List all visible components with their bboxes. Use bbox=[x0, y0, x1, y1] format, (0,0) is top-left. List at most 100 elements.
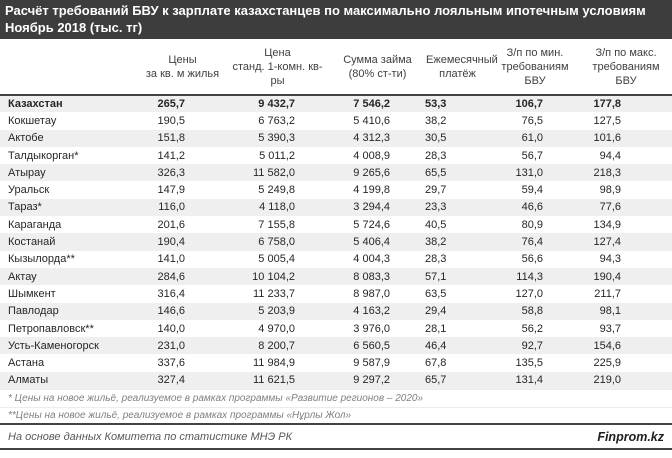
value-cell: 9 265,6 bbox=[353, 166, 390, 179]
value-cell: 11 621,5 bbox=[252, 374, 295, 387]
region-cell: Шымкент bbox=[8, 287, 56, 300]
value-cell: 5 005,4 bbox=[258, 253, 295, 266]
value-cell: 92,7 bbox=[521, 339, 543, 352]
table-row: Тараз* 116,0 4 118,0 3 294,4 23,3 46,6 77,6 bbox=[0, 198, 672, 217]
table-row: Талдыкорган* 141,2 5 011,2 4 008,9 28,3 56,7 9… bbox=[0, 147, 672, 164]
value-cell: 211,7 bbox=[594, 287, 621, 300]
value-cell: 56,2 bbox=[521, 322, 543, 335]
value-cell: 38,2 bbox=[425, 114, 447, 127]
column-header-4: Ежемесячный платёж bbox=[425, 39, 498, 96]
value-cell: 98,9 bbox=[599, 184, 621, 197]
value-cell: 326,3 bbox=[157, 166, 185, 179]
column-header-region bbox=[0, 39, 140, 96]
table-row: Казахстан 265,7 9 432,7 7 546,2 53,3 106,7 177… bbox=[0, 95, 672, 113]
value-cell: 5 203,9 bbox=[258, 305, 295, 318]
region-cell: Казахстан bbox=[8, 98, 63, 111]
region-cell: Актау bbox=[8, 270, 37, 283]
table-row: Кызылорда** 141,0 5 005,4 4 004,3 28,3 56,6 94… bbox=[0, 251, 672, 268]
value-cell: 61,0 bbox=[521, 132, 543, 145]
value-cell: 284,6 bbox=[157, 270, 185, 283]
value-cell: 218,3 bbox=[593, 166, 621, 179]
value-cell: 131,4 bbox=[515, 374, 543, 387]
value-cell: 38,2 bbox=[425, 236, 447, 249]
value-cell: 6 560,5 bbox=[353, 339, 390, 352]
value-cell: 65,5 bbox=[425, 166, 447, 179]
value-cell: 3 976,0 bbox=[353, 322, 390, 335]
value-cell: 46,6 bbox=[521, 201, 543, 214]
value-cell: 11 582,0 bbox=[252, 166, 295, 179]
value-cell: 131,0 bbox=[515, 166, 543, 179]
value-cell: 4 118,0 bbox=[259, 201, 295, 214]
value-cell: 190,5 bbox=[157, 114, 185, 127]
column-header-1: Цены за кв. м жилья bbox=[140, 39, 225, 96]
value-cell: 28,3 bbox=[425, 253, 447, 266]
footnote-nurly-zhol: **Цены на новое жильё, реализуемое в рам… bbox=[0, 406, 672, 424]
value-cell: 151,8 bbox=[157, 132, 185, 145]
value-cell: 56,7 bbox=[521, 149, 543, 162]
value-cell: 53,3 bbox=[425, 98, 447, 111]
value-cell: 135,5 bbox=[515, 357, 543, 370]
table-row: Атырау 326,3 11 582,0 9 265,6 65,5 131,0 218,3 bbox=[0, 164, 672, 182]
value-cell: 5 410,6 bbox=[353, 114, 390, 127]
value-cell: 8 987,0 bbox=[353, 287, 390, 300]
value-cell: 3 294,4 bbox=[353, 201, 390, 214]
value-cell: 141,0 bbox=[157, 253, 185, 266]
value-cell: 6 758,0 bbox=[258, 236, 295, 249]
value-cell: 58,8 bbox=[521, 305, 543, 318]
region-cell: Кокшетау bbox=[8, 114, 57, 127]
value-cell: 29,4 bbox=[425, 305, 447, 318]
value-cell: 76,5 bbox=[521, 114, 543, 127]
region-cell: Актобе bbox=[8, 132, 44, 145]
table-row: Павлодар 146,6 5 203,9 4 163,2 29,4 58,8 98,1 bbox=[0, 302, 672, 320]
footnotes: * Цены на новое жильё, реализуемое в рам… bbox=[0, 389, 672, 423]
value-cell: 190,4 bbox=[593, 270, 621, 283]
value-cell: 80,9 bbox=[521, 218, 543, 231]
value-cell: 5 724,6 bbox=[353, 218, 390, 231]
value-cell: 201,6 bbox=[157, 218, 185, 231]
table-row: Шымкент 316,4 11 233,7 8 987,0 63,5 127,0 211,… bbox=[0, 285, 672, 302]
table-row: Актобе 151,8 5 390,3 4 312,3 30,5 61,0 101,6 bbox=[0, 129, 672, 147]
value-cell: 6 763,2 bbox=[258, 114, 295, 127]
data-table: Цены за кв. м жилья Цена станд. 1-комн. кв-… bbox=[0, 39, 672, 390]
value-cell: 140,0 bbox=[157, 322, 185, 335]
brand-logo: Finprom.kz bbox=[597, 429, 664, 444]
value-cell: 127,5 bbox=[593, 114, 621, 127]
value-cell: 93,7 bbox=[599, 322, 621, 335]
value-cell: 28,1 bbox=[425, 322, 447, 335]
value-cell: 7 155,8 bbox=[258, 218, 295, 231]
region-cell: Петропавловск** bbox=[8, 322, 94, 335]
value-cell: 8 200,7 bbox=[258, 339, 295, 352]
table-row: Уральск 147,9 5 249,8 4 199,8 29,7 59,4 98,9 bbox=[0, 181, 672, 198]
region-cell: Талдыкорган* bbox=[8, 149, 79, 162]
value-cell: 77,6 bbox=[599, 201, 621, 214]
value-cell: 231,0 bbox=[157, 339, 185, 352]
value-cell: 5 406,4 bbox=[353, 236, 390, 249]
report-title-bar: Расчёт требований БВУ к зарплате казахст… bbox=[0, 0, 672, 39]
region-cell: Атырау bbox=[8, 166, 46, 179]
value-cell: 10 104,2 bbox=[252, 270, 295, 283]
value-cell: 65,7 bbox=[425, 374, 447, 387]
report-title: Расчёт требований БВУ к зарплате казахст… bbox=[5, 3, 646, 18]
table-row: Астана 337,6 11 984,9 9 587,9 67,8 135,5 225,9 bbox=[0, 354, 672, 371]
value-cell: 29,7 bbox=[425, 184, 447, 197]
value-cell: 4 163,2 bbox=[353, 305, 390, 318]
value-cell: 219,0 bbox=[593, 374, 621, 387]
value-cell: 327,4 bbox=[157, 374, 185, 387]
value-cell: 127,0 bbox=[515, 287, 543, 300]
value-cell: 4 008,9 bbox=[353, 149, 390, 162]
value-cell: 177,8 bbox=[593, 98, 621, 111]
value-cell: 114,3 bbox=[516, 270, 543, 283]
region-cell: Костанай bbox=[8, 236, 56, 249]
value-cell: 4 199,8 bbox=[353, 184, 390, 197]
value-cell: 316,4 bbox=[157, 287, 185, 300]
value-cell: 9 297,2 bbox=[353, 374, 390, 387]
value-cell: 146,6 bbox=[157, 305, 185, 318]
region-cell: Астана bbox=[8, 357, 45, 370]
value-cell: 265,7 bbox=[157, 98, 185, 111]
value-cell: 225,9 bbox=[593, 357, 621, 370]
value-cell: 9 587,9 bbox=[353, 357, 390, 370]
column-header-2: Цена станд. 1-комн. кв-ры bbox=[225, 39, 330, 96]
source-text: На основе данных Комитета по статистике … bbox=[8, 430, 293, 443]
value-cell: 98,1 bbox=[599, 305, 621, 318]
